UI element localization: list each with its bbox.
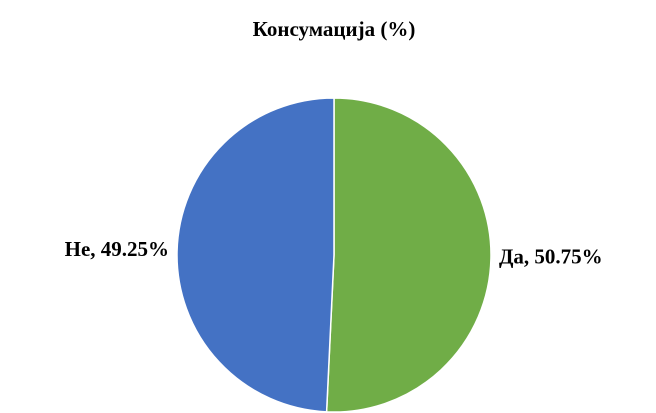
data-label: Не, 49.25% bbox=[65, 237, 169, 261]
pie-slice bbox=[325, 97, 492, 413]
data-label: Да, 50.75% bbox=[499, 245, 603, 269]
pie-slice bbox=[176, 97, 335, 413]
chart-title: Консумација (%) bbox=[253, 17, 416, 41]
